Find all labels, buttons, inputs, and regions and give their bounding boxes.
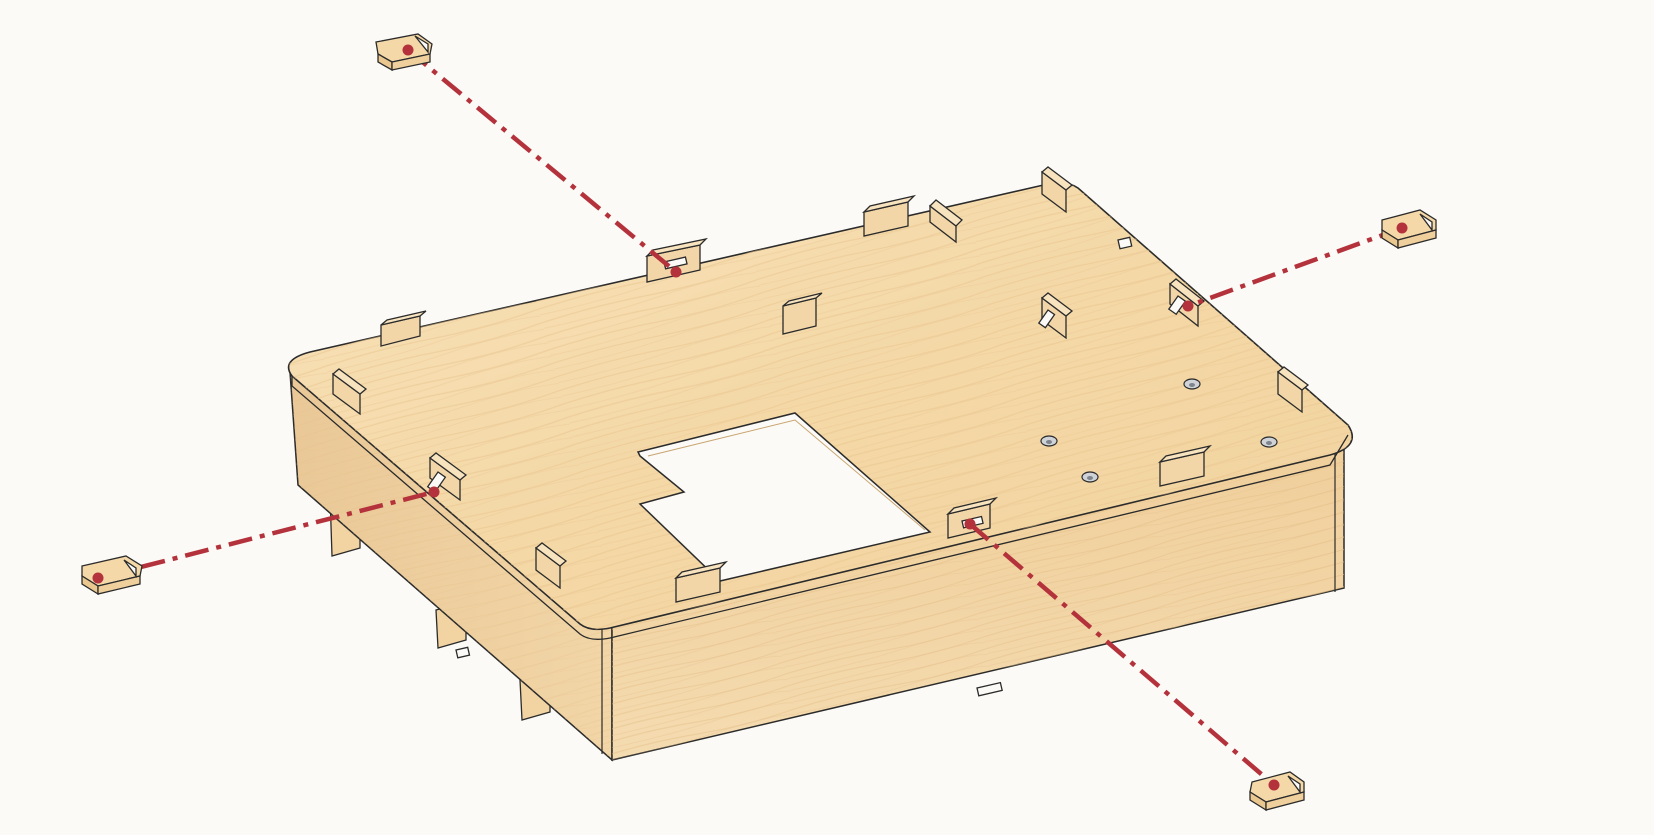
lid-plate xyxy=(287,181,1353,640)
leader-line-top-left xyxy=(406,48,678,274)
locking-tab-right xyxy=(1381,209,1437,250)
leader-lines xyxy=(97,48,1403,787)
connection-dots xyxy=(92,44,1408,791)
leader-line-bottom xyxy=(968,522,1276,787)
locking-tab-bottom xyxy=(1249,771,1305,812)
locking-tab-left xyxy=(81,555,143,596)
leader-line-left xyxy=(97,489,435,581)
lid-tabs xyxy=(331,166,1310,697)
lid-cutout xyxy=(636,412,932,582)
leader-line-right xyxy=(1187,225,1403,309)
